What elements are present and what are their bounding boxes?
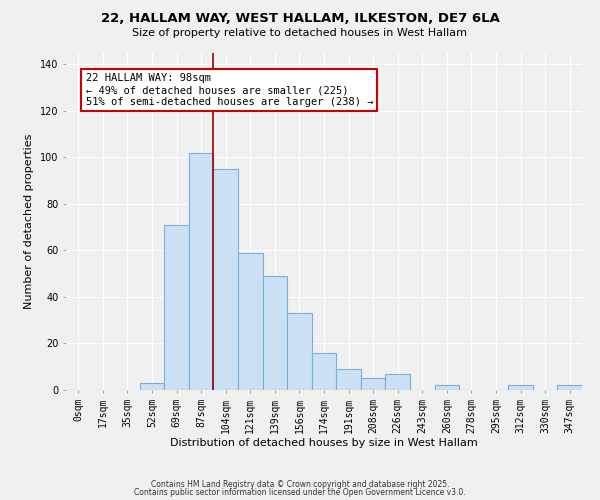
Bar — [189, 152, 214, 390]
Bar — [214, 169, 238, 390]
Bar — [557, 386, 582, 390]
Bar — [164, 224, 189, 390]
Bar — [361, 378, 385, 390]
Bar — [508, 386, 533, 390]
Text: 22, HALLAM WAY, WEST HALLAM, ILKESTON, DE7 6LA: 22, HALLAM WAY, WEST HALLAM, ILKESTON, D… — [101, 12, 499, 26]
X-axis label: Distribution of detached houses by size in West Hallam: Distribution of detached houses by size … — [170, 438, 478, 448]
Bar — [238, 252, 263, 390]
Y-axis label: Number of detached properties: Number of detached properties — [25, 134, 34, 309]
Bar — [336, 369, 361, 390]
Text: 22 HALLAM WAY: 98sqm
← 49% of detached houses are smaller (225)
51% of semi-deta: 22 HALLAM WAY: 98sqm ← 49% of detached h… — [86, 74, 373, 106]
Bar — [312, 353, 336, 390]
Bar — [385, 374, 410, 390]
Bar — [434, 386, 459, 390]
Text: Contains HM Land Registry data © Crown copyright and database right 2025.: Contains HM Land Registry data © Crown c… — [151, 480, 449, 489]
Bar — [140, 383, 164, 390]
Text: Size of property relative to detached houses in West Hallam: Size of property relative to detached ho… — [133, 28, 467, 38]
Bar — [263, 276, 287, 390]
Bar — [287, 313, 312, 390]
Text: Contains public sector information licensed under the Open Government Licence v3: Contains public sector information licen… — [134, 488, 466, 497]
